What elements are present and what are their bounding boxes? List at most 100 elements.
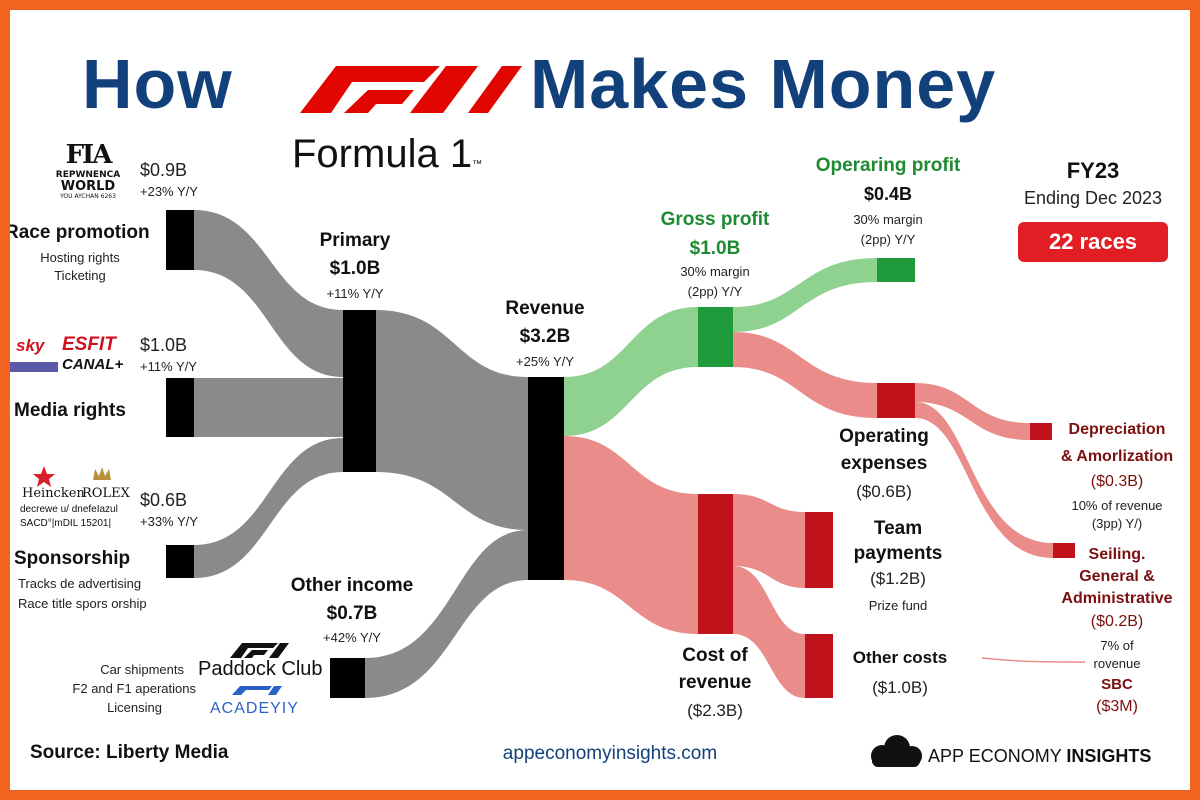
other-income-yoy: +42% Y/Y — [323, 630, 381, 645]
race-promotion-yoy: +23% Y/Y — [140, 184, 198, 199]
media-rights-yoy: +11% Y/Y — [140, 359, 197, 374]
depreciation-label-1: Depreciation — [1068, 421, 1166, 438]
races-badge: 22 races — [1018, 222, 1168, 262]
node-revenue — [528, 377, 564, 580]
flow-sbc — [981, 657, 1086, 663]
node-gross-profit — [698, 307, 733, 367]
sponsor-logo-line-1: decrewe u/ dnefeIazul — [20, 504, 118, 515]
node-other-costs — [805, 634, 833, 698]
flow-opex-depreciation — [915, 383, 1030, 440]
sponsor-logo-line-2: SACD°|mDIL 15201| — [20, 518, 112, 529]
team-payments-label-2: payments — [853, 543, 943, 564]
f1-academy-logo — [232, 686, 282, 695]
race-promotion-note-2: Ticketing — [54, 268, 106, 283]
depreciation-pct: 10% of revenue — [1071, 498, 1163, 513]
f1-small-logo — [230, 643, 289, 658]
cost-of-revenue-label-1: Cost of — [682, 645, 748, 666]
team-payments-label-1: Team — [873, 518, 923, 539]
flow-gross-operating-expenses — [733, 332, 877, 418]
revenue-yoy: +25% Y/Y — [516, 354, 574, 369]
source-text: Source: Liberty Media — [30, 742, 229, 763]
node-sponsorship — [166, 545, 194, 578]
operating-profit-value: $0.4B — [863, 184, 913, 204]
other-income-note-3: Licensing — [107, 700, 162, 715]
sga-pct-2: rovenue — [1093, 656, 1141, 671]
depreciation-value: ($0.3B) — [1090, 473, 1144, 490]
revenue-value: $3.2B — [519, 326, 571, 347]
flow-other-income-revenue — [365, 530, 528, 698]
flow-cor-team-payments — [733, 494, 805, 588]
flow-media-rights-primary — [194, 378, 343, 437]
sankey-diagram — [33, 66, 1086, 767]
gross-profit-label: Gross profit — [660, 209, 770, 230]
operating-expenses-label-2: expenses — [840, 453, 928, 474]
website-url: appeconomyinsights.com — [502, 743, 718, 764]
race-promotion-label: Race promotion — [10, 222, 150, 243]
gross-profit-margin: 30% margin — [680, 264, 750, 279]
paddock-club-logo: Paddock Club — [198, 658, 323, 680]
sga-pct-1: 7% of — [1100, 638, 1134, 653]
operating-profit-label: Operaring profit — [815, 155, 961, 176]
sga-value: ($0.2B) — [1090, 613, 1144, 630]
flow-gross-operating-profit — [733, 258, 877, 332]
sbc-value: ($3M) — [1096, 698, 1138, 715]
title-how: How — [82, 45, 233, 123]
sponsorship-note-2: Race title spors orship — [18, 596, 147, 611]
fia-logo: FIA REPWNENCA WORLD YOU AYCHAN 6263 — [55, 140, 121, 200]
period-ending: Ending Dec 2023 — [1023, 188, 1163, 208]
sponsorship-value: $0.6B — [140, 490, 188, 510]
heineken-logo: Heincken — [22, 486, 85, 501]
brand-name: APP ECONOMY INSIGHTS — [928, 746, 1152, 766]
gross-profit-change: (2pp) Y/Y — [687, 284, 743, 299]
other-costs-label: Other costs — [852, 648, 948, 667]
other-income-label: Other income — [290, 575, 414, 596]
node-cost-of-revenue — [698, 494, 733, 634]
depreciation-change: (3pp) Y/) — [1091, 516, 1143, 531]
operating-expenses-value: ($0.6B) — [856, 482, 912, 501]
cost-of-revenue-label-2: revenue — [678, 672, 752, 693]
operating-expenses-label-1: Operating — [839, 426, 929, 447]
espn-logo: ESFIT — [62, 334, 116, 355]
formula1-wordmark: Formula 1™ — [292, 132, 483, 176]
flow-race-promotion-primary — [194, 210, 343, 377]
other-costs-value: ($1.0B) — [872, 678, 928, 697]
media-rights-label: Media rights — [14, 400, 126, 421]
sga-label-2: General & — [1079, 568, 1155, 585]
flow-cor-other-costs — [733, 566, 805, 698]
node-operating-expenses — [877, 383, 915, 418]
operating-profit-margin: 30% margin — [853, 212, 923, 227]
heineken-star-icon — [33, 466, 55, 487]
broadcaster-logo-strip — [10, 362, 58, 372]
sponsorship-label: Sponsorship — [14, 548, 131, 569]
node-sga — [1053, 543, 1075, 558]
primary-label: Primary — [319, 230, 391, 251]
primary-value: $1.0B — [329, 258, 381, 279]
sponsorship-note-1: Tracks de advertising — [18, 576, 142, 591]
team-payments-value: ($1.2B) — [870, 569, 926, 588]
media-rights-value: $1.0B — [140, 335, 188, 355]
other-income-note-1: Car shipments — [100, 662, 184, 677]
infographic: How Makes Money Formula 1™ FY23 Ending D… — [10, 10, 1190, 790]
cost-of-revenue-value: ($2.3B) — [687, 701, 743, 720]
node-race-promotion — [166, 210, 194, 270]
race-promotion-value: $0.9B — [140, 160, 188, 180]
gross-profit-value: $1.0B — [689, 238, 741, 259]
f1-logo — [300, 66, 522, 113]
sga-label-3: Administrative — [1061, 590, 1173, 607]
depreciation-label-2: & Amorlization — [1060, 448, 1174, 465]
rolex-logo: ROLEX — [82, 486, 130, 501]
race-promotion-note-1: Hosting rights — [40, 250, 120, 265]
node-media-rights — [166, 378, 194, 437]
primary-yoy: +11% Y/Y — [326, 286, 384, 301]
sky-logo: sky — [16, 336, 45, 355]
flow-primary-revenue — [376, 310, 528, 530]
node-team-payments — [805, 512, 833, 588]
title-makes-money: Makes Money — [530, 45, 997, 123]
flow-revenue-cost-of-revenue — [564, 436, 698, 634]
cloud-icon — [871, 735, 922, 767]
node-depreciation — [1030, 423, 1052, 440]
node-primary — [343, 310, 376, 472]
period-label: FY23 — [1066, 158, 1120, 183]
node-other-income — [330, 658, 365, 698]
other-income-value: $0.7B — [326, 603, 378, 624]
